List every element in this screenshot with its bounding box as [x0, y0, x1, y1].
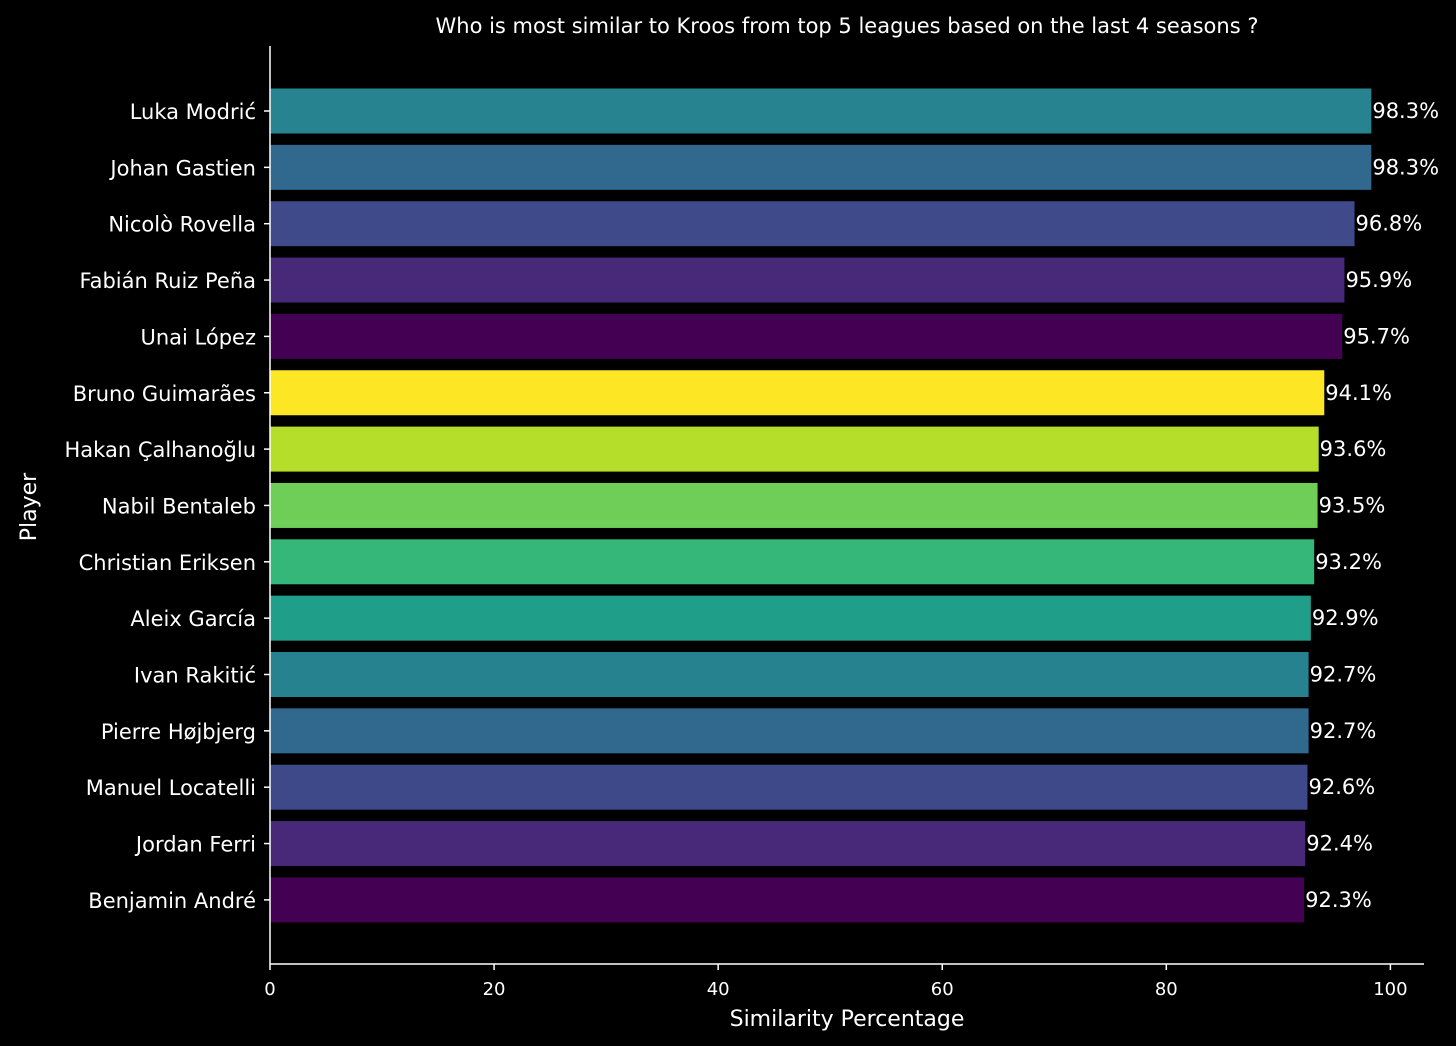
y-axis-label: Player [17, 472, 42, 541]
data-label-2: 96.8% [1356, 212, 1423, 236]
x-tick-label-3: 60 [931, 979, 954, 1000]
x-tick-label-5: 100 [1373, 979, 1407, 1000]
category-label-12: Manuel Locatelli [86, 776, 256, 800]
bar-13 [270, 821, 1306, 867]
bar-9 [270, 595, 1311, 641]
category-label-0: Luka Modrić [130, 100, 256, 124]
data-label-8: 93.2% [1315, 550, 1382, 574]
data-label-0: 98.3% [1372, 99, 1439, 123]
category-label-11: Pierre Højbjerg [101, 720, 256, 744]
bar-6 [270, 426, 1319, 472]
category-label-2: Nicolò Rovella [108, 213, 256, 237]
bar-1 [270, 144, 1372, 190]
x-axis-label: Similarity Percentage [730, 1007, 965, 1032]
category-label-4: Unai López [140, 325, 256, 349]
bar-7 [270, 482, 1318, 528]
bar-4 [270, 313, 1343, 359]
data-label-10: 92.7% [1310, 663, 1377, 687]
bar-8 [270, 539, 1315, 585]
category-labels: Luka Modrić Johan Gastien Nicolò Rovella Fa… [65, 100, 270, 913]
bar-3 [270, 257, 1345, 303]
category-label-5: Bruno Guimarães [73, 382, 256, 406]
category-label-8: Christian Eriksen [79, 551, 256, 575]
data-label-5: 94.1% [1325, 381, 1392, 405]
chart-title: Who is most similar to Kroos from top 5 … [436, 14, 1259, 38]
bar-2 [270, 201, 1355, 247]
x-tick-label-4: 80 [1155, 979, 1178, 1000]
data-label-14: 92.3% [1305, 888, 1372, 912]
data-label-3: 95.9% [1345, 268, 1412, 292]
x-axis-ticks: 0 20 40 60 80 100 [264, 964, 1408, 1000]
data-label-4: 95.7% [1343, 324, 1410, 348]
bar-12 [270, 764, 1308, 810]
x-tick-label-0: 0 [264, 979, 275, 1000]
data-label-12: 92.6% [1308, 775, 1375, 799]
data-label-1: 98.3% [1372, 155, 1439, 179]
bar-5 [270, 370, 1325, 416]
category-label-14: Benjamin André [88, 889, 256, 913]
x-tick-label-1: 20 [483, 979, 506, 1000]
data-label-6: 93.6% [1320, 437, 1387, 461]
bar-10 [270, 652, 1309, 697]
data-label-13: 92.4% [1306, 832, 1373, 856]
data-label-9: 92.9% [1312, 606, 1379, 630]
category-label-13: Jordan Ferri [134, 833, 256, 857]
category-label-9: Aleix García [130, 607, 256, 631]
bars-group [270, 88, 1372, 923]
bar-11 [270, 708, 1309, 754]
category-label-7: Nabil Bentaleb [102, 494, 256, 518]
data-labels: 98.3% 98.3% 96.8% 95.9% 95.7% 94.1% 93.6% 93.5%… [1305, 99, 1439, 912]
bar-0 [270, 88, 1372, 134]
category-label-10: Ivan Rakitić [134, 664, 256, 688]
bar-14 [270, 877, 1305, 923]
data-label-7: 93.5% [1319, 493, 1386, 517]
category-label-3: Fabián Ruiz Peña [79, 269, 256, 293]
data-label-11: 92.7% [1310, 719, 1377, 743]
category-label-6: Hakan Çalhanoğlu [65, 438, 256, 462]
category-label-1: Johan Gastien [108, 156, 256, 180]
x-tick-label-2: 40 [707, 979, 730, 1000]
